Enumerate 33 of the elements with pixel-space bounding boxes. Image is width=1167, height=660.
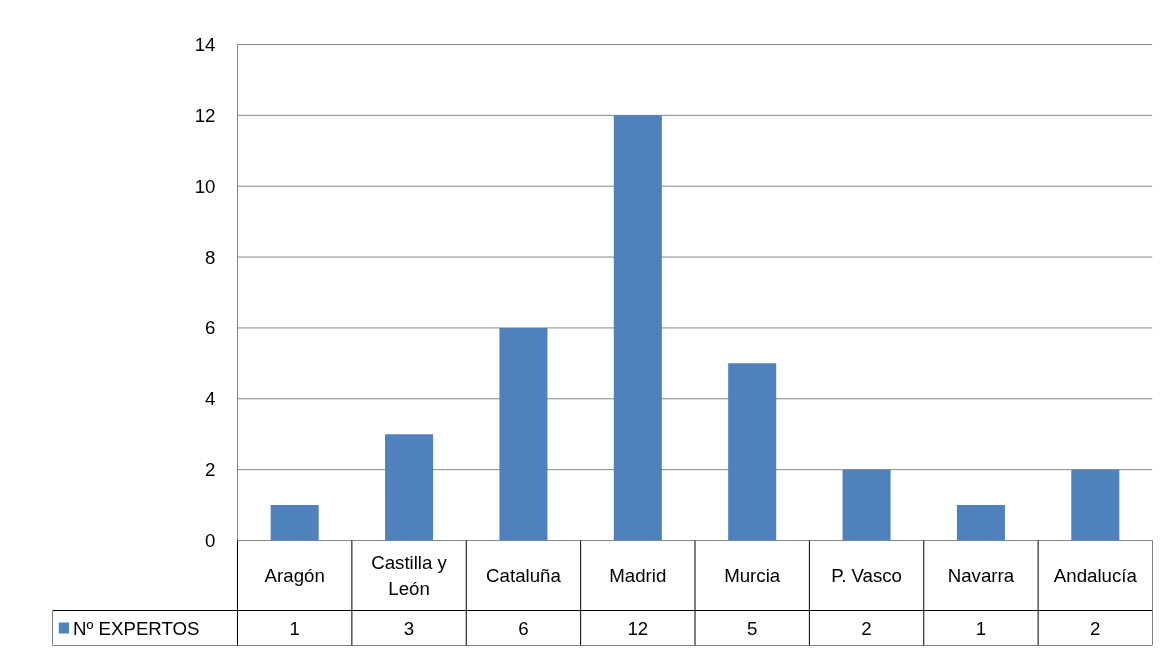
x-tick-label: Andalucía: [1053, 565, 1138, 586]
y-tick-label: 8: [205, 246, 216, 268]
y-tick-label: 2: [205, 459, 216, 481]
bar: [385, 434, 434, 541]
data-label: 2: [1090, 617, 1101, 639]
bar: [613, 115, 662, 541]
bar: [956, 505, 1005, 541]
x-tick-label: Madrid: [609, 565, 667, 586]
y-tick-label: 6: [205, 317, 216, 339]
data-label: 6: [518, 617, 529, 639]
y-tick-label: 10: [194, 175, 216, 197]
x-tick-label: Navarra: [947, 565, 1015, 586]
y-tick-label: 4: [205, 388, 216, 410]
y-tick-label: 12: [194, 104, 216, 126]
bar: [499, 327, 548, 541]
x-tick-label: Cataluña: [486, 565, 562, 586]
data-label: 2: [861, 617, 872, 639]
data-label: 5: [747, 617, 758, 639]
x-tick-label: Castilla y León: [371, 551, 448, 600]
bar: [270, 505, 319, 541]
x-tick-label: P. Vasco: [831, 565, 902, 586]
y-tick-label: 0: [205, 530, 216, 551]
legend-label: Nº EXPERTOS: [73, 617, 200, 639]
data-label: 3: [403, 617, 415, 639]
x-tick-label: Murcia: [724, 565, 781, 586]
bar: [1071, 469, 1120, 541]
data-label: 12: [627, 617, 649, 639]
data-label: 1: [289, 617, 300, 639]
data-label: 1: [975, 617, 987, 639]
x-tick-label: Aragón: [264, 565, 325, 586]
bar: [728, 363, 777, 541]
bar: [842, 469, 891, 541]
y-tick-label: 14: [194, 34, 216, 55]
